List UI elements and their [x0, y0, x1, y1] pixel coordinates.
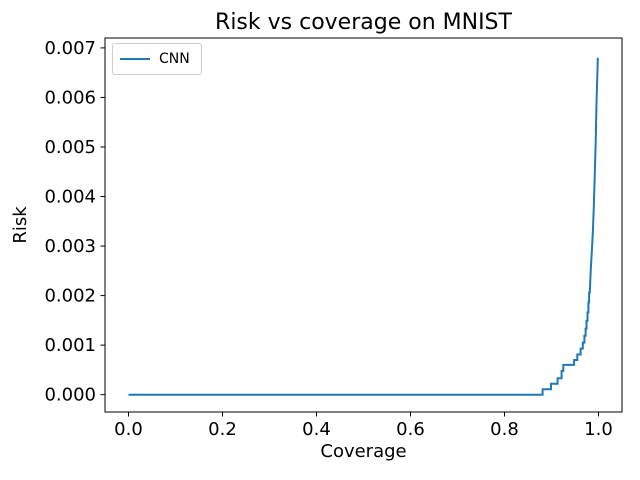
axes-spines — [104, 37, 623, 413]
x-tick-label: 0.6 — [396, 419, 425, 440]
y-tick-label: 0.000 — [44, 385, 96, 406]
y-tick-label: 0.006 — [44, 87, 96, 108]
x-tick-label: 0.8 — [490, 419, 519, 440]
series-line-cnn — [128, 57, 599, 396]
x-axis-label: Coverage — [320, 441, 407, 462]
y-tick-label: 0.002 — [44, 286, 96, 307]
y-tick-label: 0.005 — [44, 137, 96, 158]
x-tick-label: 0.0 — [114, 419, 143, 440]
x-tick-label: 0.4 — [302, 419, 331, 440]
legend: CNN — [112, 43, 202, 75]
y-tick-label: 0.007 — [44, 38, 96, 59]
legend-label-cnn: CNN — [159, 51, 190, 67]
chart-title: Risk vs coverage on MNIST — [215, 10, 512, 35]
x-tick-label: 0.2 — [208, 419, 237, 440]
y-tick-label: 0.003 — [44, 236, 96, 257]
y-tick-label: 0.001 — [44, 335, 96, 356]
x-tick-label: 1.0 — [584, 419, 613, 440]
y-tick-label: 0.004 — [44, 187, 96, 208]
legend-line-swatch — [120, 58, 150, 60]
